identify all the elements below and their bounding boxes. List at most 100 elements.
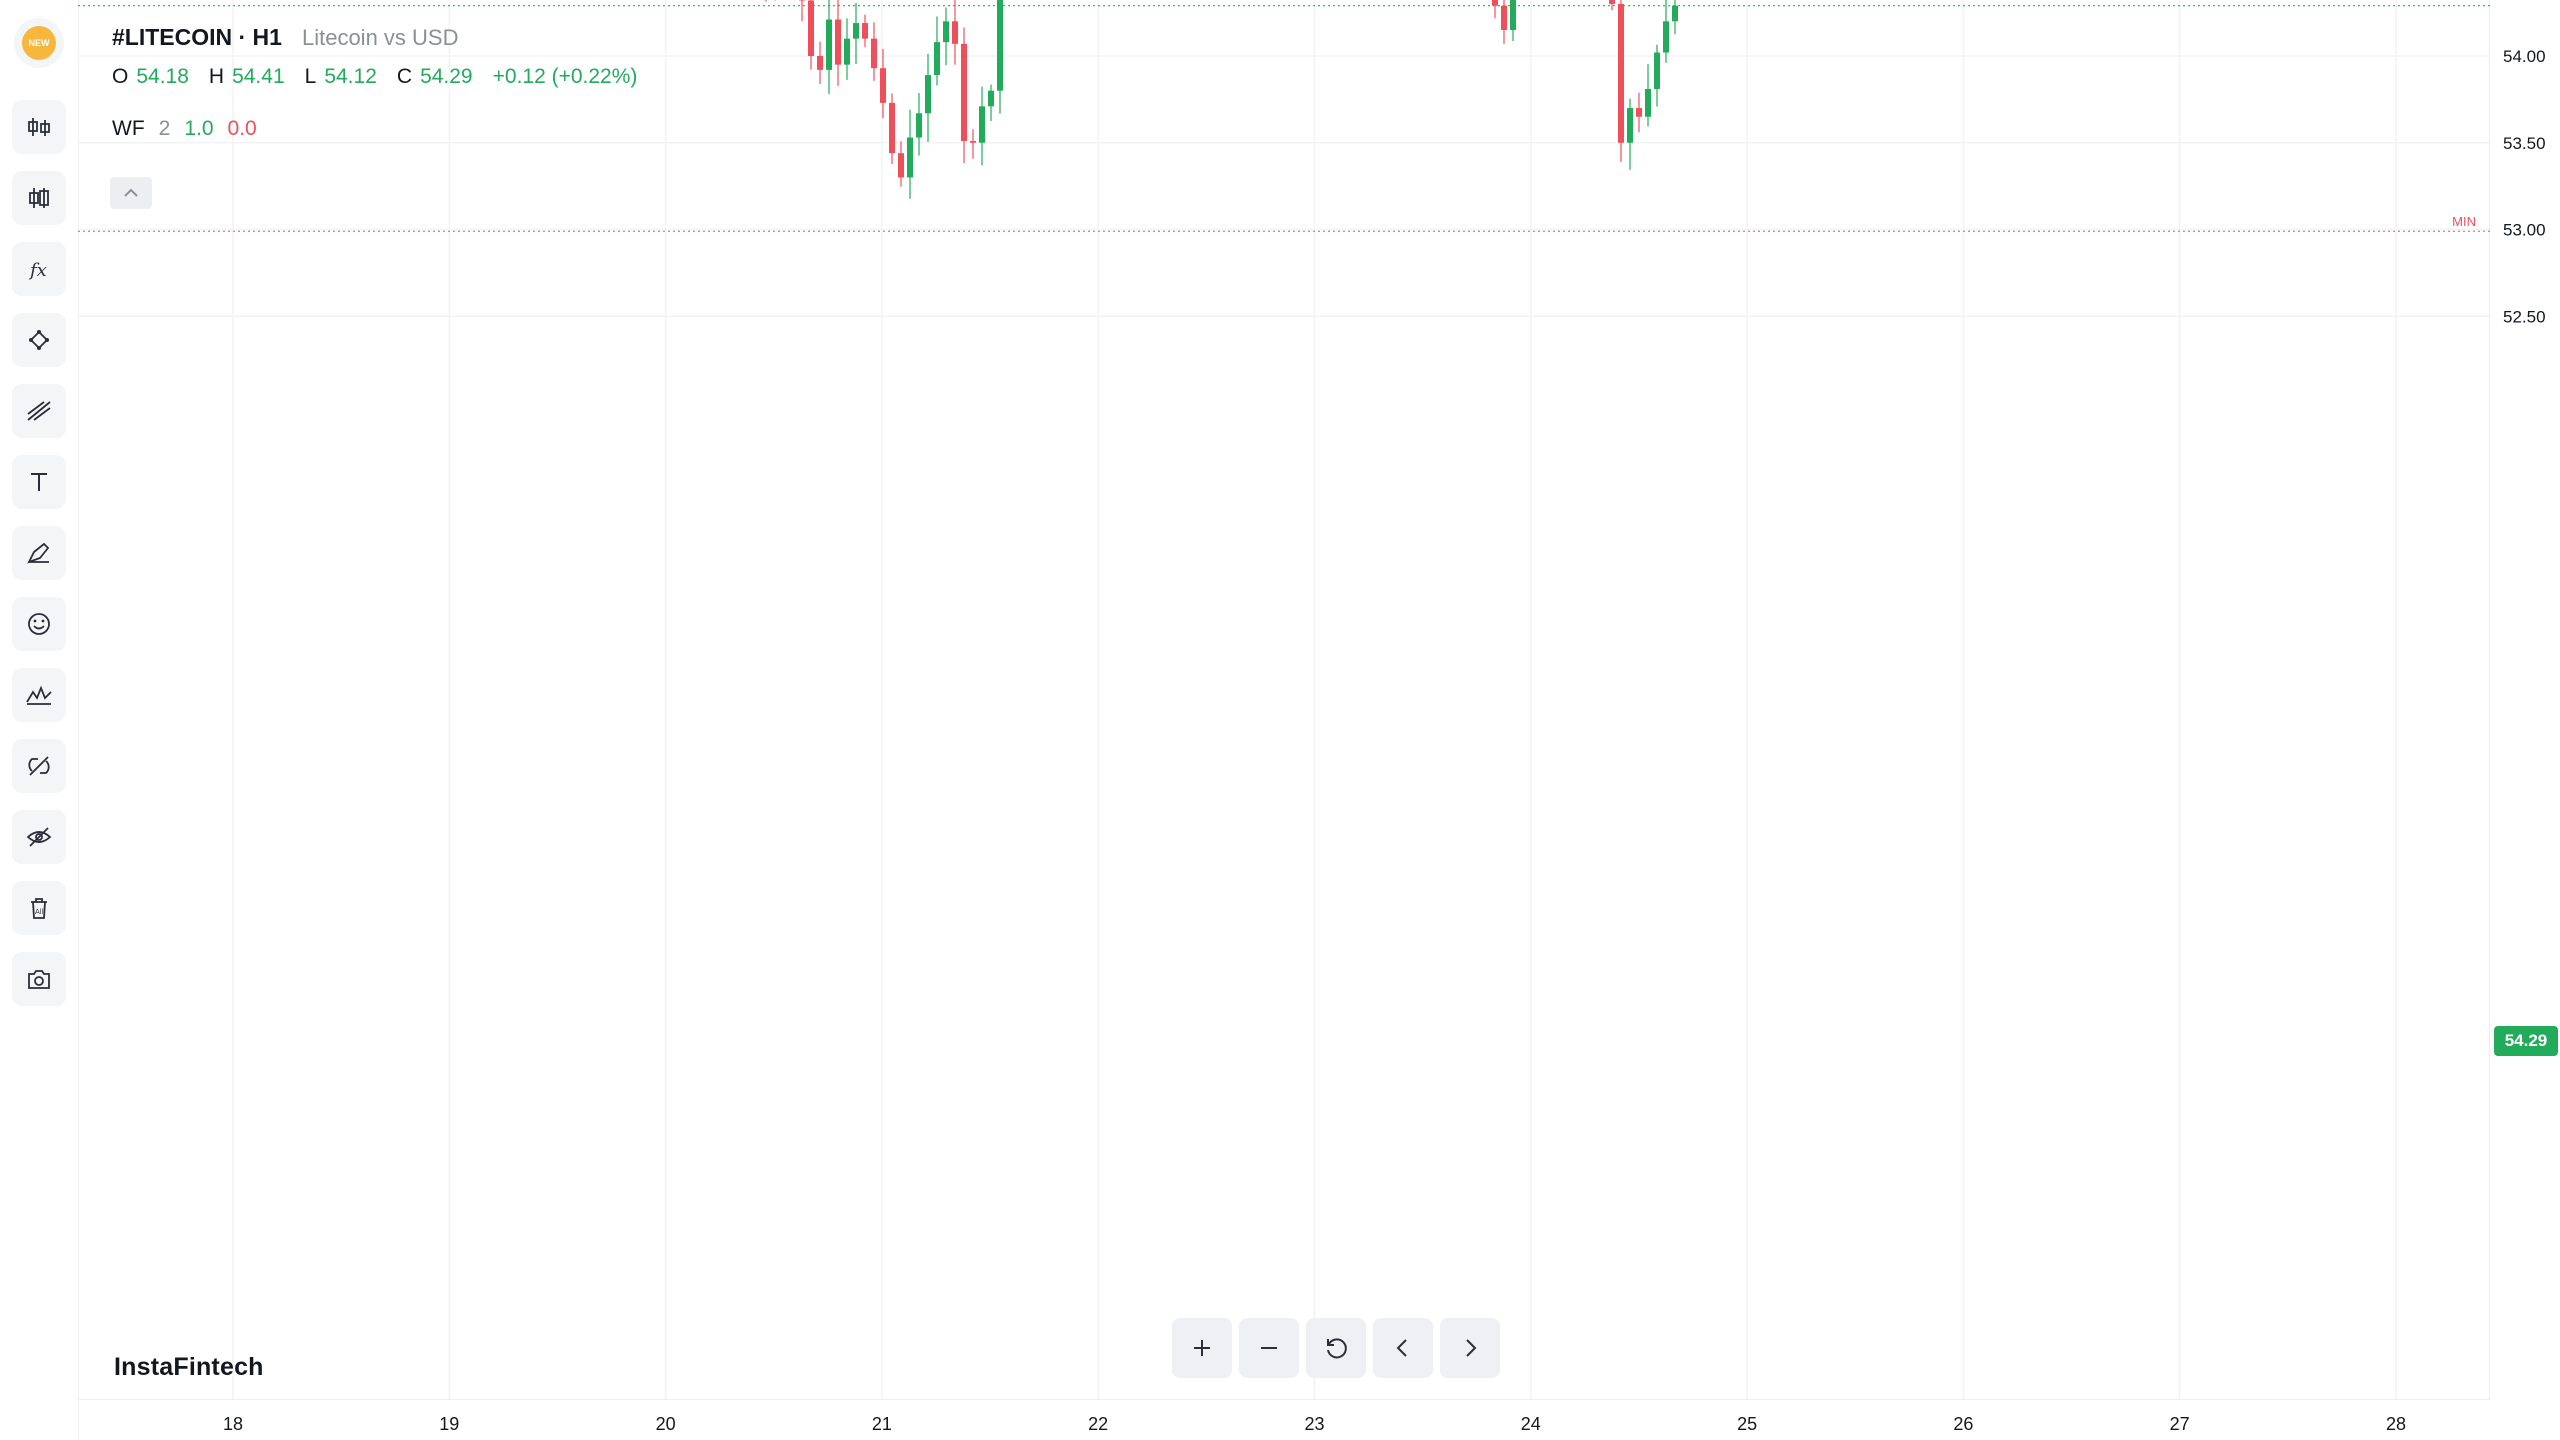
- candle: [817, 41, 823, 85]
- candle: [907, 109, 913, 199]
- collapse-legend-button[interactable]: [110, 177, 152, 209]
- candle: [1663, 0, 1669, 63]
- compare-icon: [29, 188, 49, 208]
- x-tick-label: 21: [872, 1414, 892, 1434]
- indicator-param-1: 2: [158, 117, 171, 140]
- indicators-tool[interactable]: fx: [12, 242, 66, 296]
- candle: [979, 86, 985, 166]
- open-label: O: [112, 65, 129, 88]
- hide-drawings-tool[interactable]: [12, 810, 66, 864]
- min-label: MIN: [2452, 214, 2476, 229]
- patterns-icon: [26, 685, 52, 705]
- candle: [844, 18, 850, 80]
- candle: [774, 0, 776, 1]
- compare-tool[interactable]: [12, 171, 66, 225]
- x-tick-label: 22: [1088, 1414, 1108, 1434]
- candle: [799, 0, 805, 22]
- candle: [871, 22, 877, 81]
- brush-icon: [27, 542, 50, 564]
- candle: [765, 0, 767, 2]
- x-tick-label: 24: [1521, 1414, 1541, 1434]
- low-value: 54.12: [324, 65, 377, 88]
- delete-all-icon: All: [31, 898, 47, 919]
- symbol-title[interactable]: #LITECOIN · H1: [112, 24, 282, 50]
- x-tick-label: 26: [1953, 1414, 1973, 1434]
- candle: [1618, 0, 1624, 162]
- hide-drawings-icon: [26, 827, 52, 847]
- chevron-up-icon: [124, 188, 138, 197]
- x-tick-label: 18: [223, 1414, 243, 1434]
- y-tick-label: 53.50: [2503, 134, 2546, 153]
- y-tick-label: 54.00: [2503, 47, 2546, 66]
- candle: [916, 93, 922, 156]
- zoom-in-icon: [1194, 1340, 1210, 1356]
- candle: [934, 16, 940, 86]
- candle: [862, 14, 868, 48]
- time-axis[interactable]: 18 19 20 21 22 23 24 25 26 27 28: [0, 1400, 2490, 1440]
- screenshot-tool[interactable]: [12, 952, 66, 1006]
- indicator-param-3: 0.0: [227, 117, 257, 140]
- text-icon: [31, 473, 47, 491]
- candle: [997, 0, 1003, 114]
- close-value: 54.29: [420, 65, 473, 88]
- open-value: 54.18: [136, 65, 189, 88]
- candle: [1609, 0, 1615, 11]
- indicators-icon: fx: [28, 260, 47, 281]
- candle: [880, 48, 886, 119]
- candle: [835, 0, 841, 86]
- close-label: C: [396, 65, 413, 88]
- candle: [952, 0, 958, 65]
- current-price-tag: 54.29: [2494, 1026, 2558, 1056]
- x-tick-label: 27: [2170, 1414, 2190, 1434]
- reset-button[interactable]: [1306, 1318, 1366, 1378]
- zoom-out-button[interactable]: [1239, 1318, 1299, 1378]
- lines-icon: [27, 401, 51, 421]
- candle: [970, 129, 976, 159]
- candle: [961, 27, 967, 164]
- price-axis[interactable]: 60.0059.5059.0058.5058.0057.5057.0056.50…: [2490, 0, 2560, 1440]
- magnet-tool[interactable]: [12, 739, 66, 793]
- new-badge-label: NEW: [22, 26, 56, 60]
- chart-levels: MAXMIN: [78, 5, 2490, 232]
- brand-logo: InstaFintech: [114, 1353, 264, 1381]
- candle: [943, 7, 949, 66]
- emoji-icon: [28, 613, 50, 635]
- symbol-legend: #LITECOIN · H1 Litecoin vs USD O 54.18 H…: [112, 24, 649, 141]
- text-tool[interactable]: [12, 455, 66, 509]
- lines-tool[interactable]: [12, 384, 66, 438]
- candle: [1492, 0, 1498, 19]
- candle: [1510, 0, 1516, 42]
- candle: [1645, 64, 1651, 127]
- y-tick-label: 52.50: [2503, 307, 2546, 326]
- chart-navigation: [1172, 1318, 1500, 1378]
- candle: [889, 93, 895, 165]
- candle: [898, 141, 904, 187]
- patterns-tool[interactable]: [12, 668, 66, 722]
- scroll-left-button[interactable]: [1373, 1318, 1433, 1378]
- high-label: H: [208, 65, 225, 88]
- indicator-param-2: 1.0: [184, 117, 214, 140]
- scroll-right-icon: [1466, 1339, 1477, 1357]
- emoji-tool[interactable]: [12, 597, 66, 651]
- svg-text:fx: fx: [28, 260, 47, 281]
- candle: [1654, 44, 1660, 107]
- new-badge[interactable]: NEW: [14, 18, 64, 68]
- drawing-toolbar: NEW fx All: [0, 0, 79, 1440]
- price-chart[interactable]: MAXMIN: [78, 0, 2490, 1400]
- candle: [1672, 0, 1678, 35]
- shapes-tool[interactable]: [12, 313, 66, 367]
- indicator-name[interactable]: WF: [112, 117, 145, 140]
- x-tick-label: 20: [656, 1414, 676, 1434]
- candle: [925, 53, 931, 142]
- scroll-right-button[interactable]: [1440, 1318, 1500, 1378]
- high-value: 54.41: [232, 65, 285, 88]
- delete-all-tool[interactable]: All: [12, 881, 66, 935]
- screenshot-icon: [28, 970, 50, 989]
- shapes-icon: [29, 330, 49, 350]
- reset-icon: [1327, 1338, 1347, 1359]
- candle: [1627, 98, 1633, 170]
- symbol-description: Litecoin vs USD: [301, 25, 459, 50]
- brush-tool[interactable]: [12, 526, 66, 580]
- candles-type-tool[interactable]: [12, 100, 66, 154]
- zoom-in-button[interactable]: [1172, 1318, 1232, 1378]
